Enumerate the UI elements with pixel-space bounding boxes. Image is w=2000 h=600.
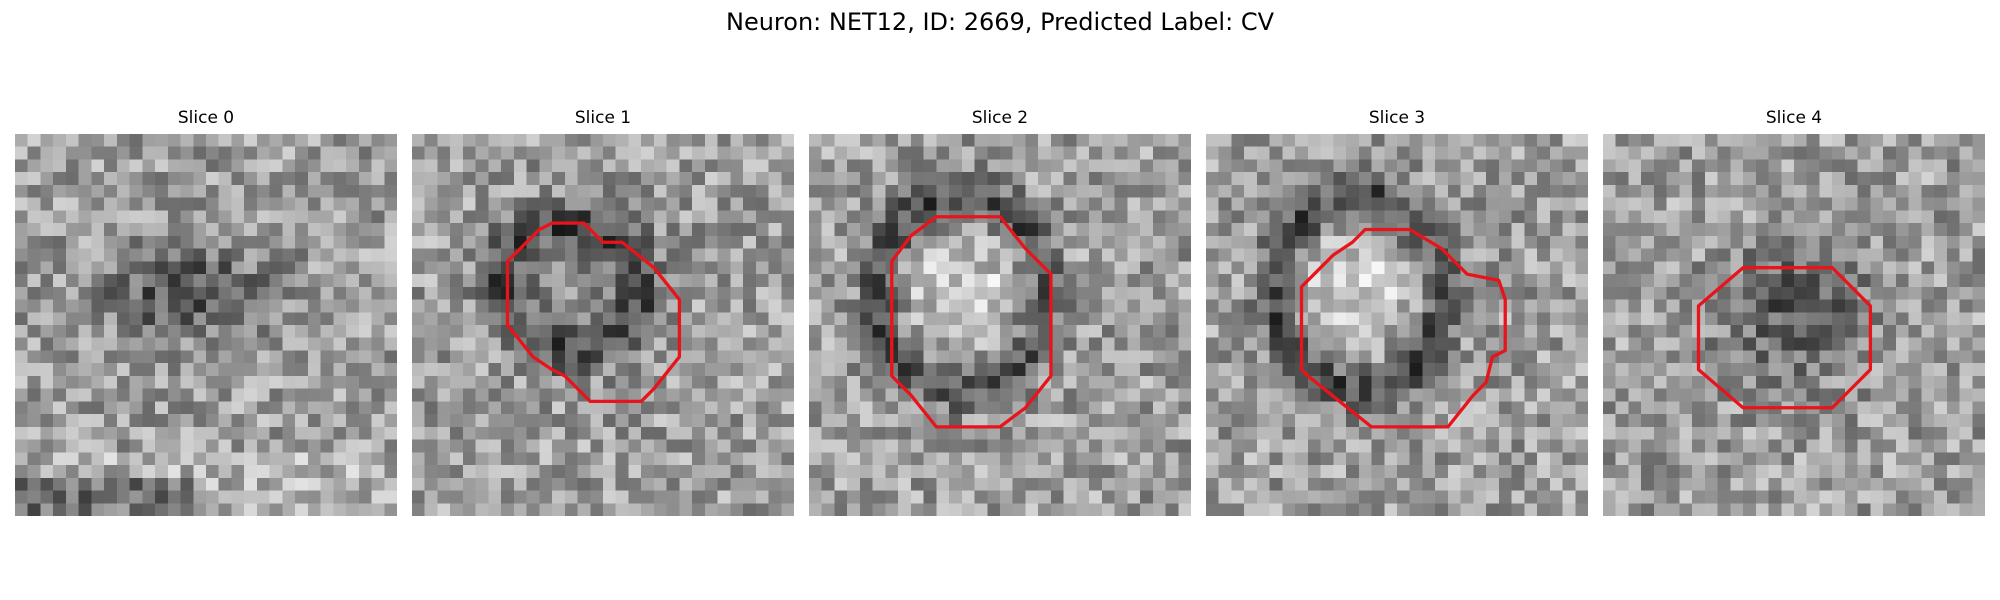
roi-contour bbox=[505, 221, 682, 404]
slice-image bbox=[15, 134, 397, 516]
slice-image bbox=[412, 134, 794, 516]
roi-contour bbox=[1696, 266, 1873, 410]
slice-panel-4: Slice 4 bbox=[1603, 108, 1985, 516]
figure-title: Neuron: NET12, ID: 2669, Predicted Label… bbox=[726, 8, 1274, 36]
slice-title: Slice 0 bbox=[177, 108, 235, 128]
roi-contour bbox=[1299, 227, 1507, 429]
roi-contour bbox=[890, 215, 1053, 429]
slice-panel-0: Slice 0 bbox=[15, 108, 397, 516]
slice-title: Slice 2 bbox=[971, 108, 1029, 128]
slice-panel-1: Slice 1 bbox=[412, 108, 794, 516]
slice-image bbox=[1206, 134, 1588, 516]
slice-title: Slice 1 bbox=[574, 108, 632, 128]
slice-panel-3: Slice 3 bbox=[1206, 108, 1588, 516]
slice-title: Slice 4 bbox=[1765, 108, 1823, 128]
slice-image bbox=[809, 134, 1191, 516]
slice-image bbox=[1603, 134, 1985, 516]
slice-panel-2: Slice 2 bbox=[809, 108, 1191, 516]
slice-title: Slice 3 bbox=[1368, 108, 1426, 128]
